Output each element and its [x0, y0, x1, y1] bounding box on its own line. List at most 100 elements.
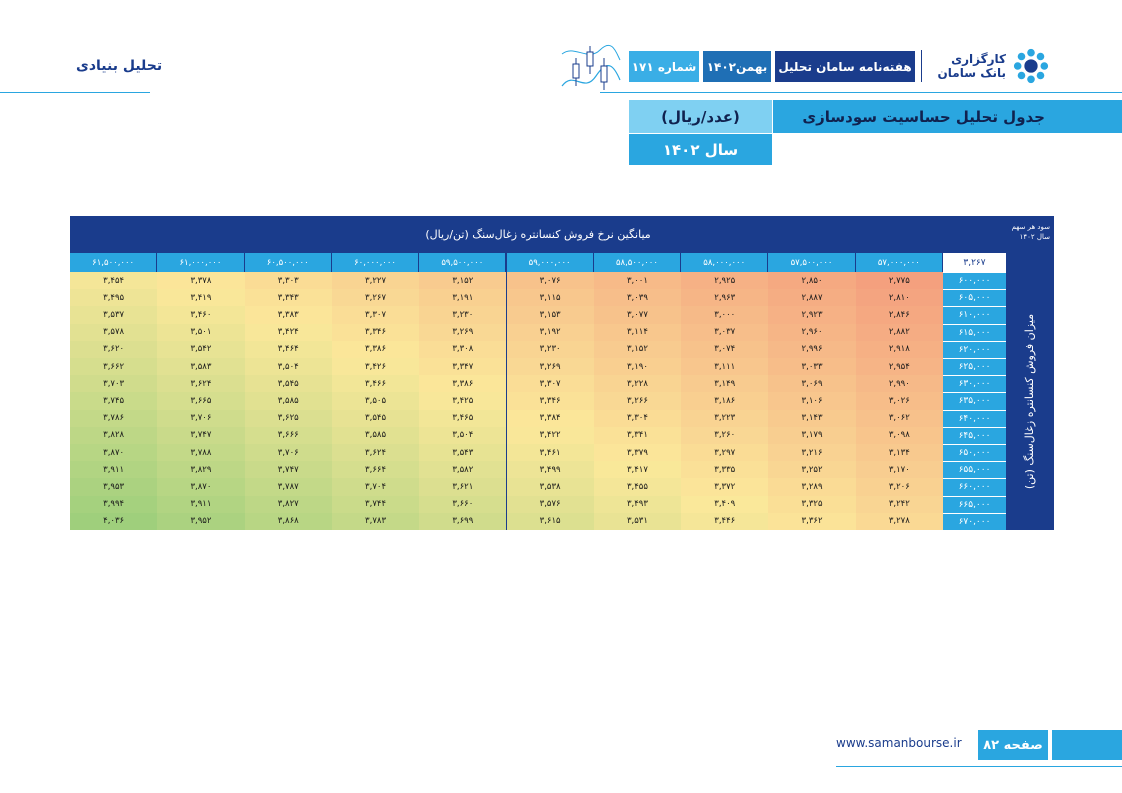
table-cell: ۳,۲۰۶	[855, 478, 943, 496]
table-corner: سود هر سهم سال ۱۴۰۲	[1006, 216, 1054, 252]
table-cell: ۳,۵۳۱	[593, 512, 682, 530]
table-cell: ۳,۷۸۶	[70, 409, 158, 427]
column-header: ۵۹,۵۰۰,۰۰۰	[419, 253, 506, 272]
column-axis-title: میانگین نرخ فروش کنسانتره زغال‌سنگ (تن/ر…	[425, 227, 651, 241]
table-cell: ۳,۱۱۱	[681, 358, 769, 376]
header-divider	[600, 92, 1122, 93]
table-cell: ۳,۶۶۶	[244, 426, 332, 444]
table-cell: ۳,۰۲۶	[855, 392, 943, 410]
table-cell: ۲,۸۴۶	[855, 306, 943, 324]
table-cell: ۳,۰۳۷	[681, 323, 769, 341]
section-label: تحلیل بنیادی	[76, 58, 163, 74]
table-cell: ۳,۲۴۲	[855, 495, 943, 513]
table-cell: ۳,۶۲۴	[331, 444, 420, 462]
table-cell: ۳,۳۴۷	[419, 358, 507, 376]
table-cell: ۲,۹۹۶	[768, 340, 856, 358]
table-cell: ۳,۱۸۶	[681, 392, 769, 410]
brand-separator	[921, 50, 922, 82]
table-cell: ۳,۰۷۶	[506, 272, 594, 290]
table-cell: ۳,۲۶۶	[593, 392, 682, 410]
corner-line-2: سال ۱۴۰۲	[1019, 233, 1050, 241]
table-cell: ۳,۱۷۰	[855, 461, 943, 479]
table-cell: ۳,۸۲۷	[244, 495, 332, 513]
table-cell: ۴,۰۳۶	[70, 512, 158, 530]
publication-month: بهمن۱۴۰۲	[703, 51, 771, 82]
brand-line-2: بانک سامان	[937, 66, 1006, 80]
section-divider	[0, 92, 150, 93]
table-cell: ۳,۱۳۴	[855, 444, 943, 462]
table-cell: ۳,۲۲۷	[331, 272, 420, 290]
table-cell: ۳,۷۸۸	[157, 444, 245, 462]
table-cell: ۲,۹۲۵	[681, 272, 769, 290]
column-header: ۶۰,۵۰۰,۰۰۰	[244, 253, 331, 272]
table-cell: ۳,۳۷۸	[157, 272, 245, 290]
table-cell: ۳,۴۹۵	[70, 289, 158, 307]
table-cell: ۳,۵۴۲	[157, 340, 245, 358]
table-cell: ۳,۴۲۵	[419, 392, 507, 410]
table-cell: ۳,۶۲۵	[244, 409, 332, 427]
table-cell: ۲,۹۲۳	[768, 306, 856, 324]
row-header: ۶۳۰,۰۰۰	[943, 375, 1006, 393]
table-cell: ۳,۲۶۹	[506, 358, 594, 376]
table-cell: ۳,۶۲۴	[157, 375, 245, 393]
row-header: ۶۳۵,۰۰۰	[943, 392, 1006, 410]
table-cell: ۳,۳۴۶	[331, 323, 420, 341]
table-cell: ۳,۶۱۵	[506, 512, 594, 530]
table-cell: ۳,۰۳۹	[593, 289, 682, 307]
row-axis-title: میزان فروش کنسانتره زغال‌سنگ (تن)	[1023, 313, 1037, 489]
column-header: ۵۷,۵۰۰,۰۰۰	[768, 253, 855, 272]
website-link[interactable]: www.samanbourse.ir	[836, 736, 962, 750]
table-cell: ۲,۹۵۴	[855, 358, 943, 376]
table-cell: ۲,۸۸۷	[768, 289, 856, 307]
table-cell: ۳,۸۲۹	[157, 461, 245, 479]
table-cell: ۳,۱۰۶	[768, 392, 856, 410]
table-cell: ۳,۴۵۴	[70, 272, 158, 290]
table-cell: ۳,۵۸۲	[419, 461, 507, 479]
table-cell: ۳,۳۴۶	[506, 392, 594, 410]
table-cell: ۳,۲۲۳	[681, 409, 769, 427]
table-cell: ۳,۶۶۵	[157, 392, 245, 410]
table-cell: ۳,۵۷۶	[506, 495, 594, 513]
table-cell: ۳,۴۱۷	[593, 461, 682, 479]
table-cell: ۳,۴۶۶	[331, 375, 420, 393]
table-cell: ۳,۲۲۸	[593, 375, 682, 393]
table-cell: ۳,۲۶۹	[419, 323, 507, 341]
footer-divider	[836, 766, 1122, 767]
table-cell: ۳,۵۸۵	[331, 426, 420, 444]
table-cell: ۲,۸۸۲	[855, 323, 943, 341]
row-header: ۶۵۰,۰۰۰	[943, 444, 1006, 462]
table-cell: ۳,۸۶۸	[244, 512, 332, 530]
table-cell: ۳,۵۴۳	[419, 444, 507, 462]
table-cell: ۳,۴۱۹	[157, 289, 245, 307]
table-cell: ۳,۵۳۷	[70, 306, 158, 324]
table-cell: ۳,۳۶۲	[768, 512, 856, 530]
table-cell: ۳,۱۵۲	[419, 272, 507, 290]
table-cell: ۳,۳۰۴	[593, 409, 682, 427]
table-cell: ۳,۵۴۵	[244, 375, 332, 393]
table-cell: ۳,۵۷۸	[70, 323, 158, 341]
table-cell: ۳,۸۷۰	[70, 444, 158, 462]
column-header: ۶۰,۰۰۰,۰۰۰	[331, 253, 419, 272]
table-cell: ۳,۵۰۱	[157, 323, 245, 341]
table-cell: ۳,۷۰۶	[157, 409, 245, 427]
table-cell: ۳,۷۴۷	[244, 461, 332, 479]
table-cell: ۳,۱۴۳	[768, 409, 856, 427]
table-cell: ۳,۶۶۴	[331, 461, 420, 479]
row-header: ۶۱۵,۰۰۰	[943, 323, 1006, 341]
table-cell: ۳,۳۰۷	[506, 375, 594, 393]
table-cell: ۳,۲۷۸	[855, 512, 943, 530]
table-cell: ۳,۸۷۰	[157, 478, 245, 496]
table-cell: ۳,۵۸۳	[157, 358, 245, 376]
column-header: ۵۹,۰۰۰,۰۰۰	[506, 253, 593, 272]
table-cell: ۳,۰۶۹	[768, 375, 856, 393]
table-cell: ۳,۵۴۵	[331, 409, 420, 427]
table-cell: ۳,۳۸۶	[419, 375, 507, 393]
table-cell: ۳,۰۳۳	[768, 358, 856, 376]
page-number: صفحه ۸۲	[978, 730, 1048, 760]
table-cell: ۳,۲۸۹	[768, 478, 856, 496]
column-header: ۵۸,۵۰۰,۰۰۰	[593, 253, 681, 272]
table-cell: ۳,۷۴۵	[70, 392, 158, 410]
table-cell: ۳,۷۴۴	[331, 495, 420, 513]
table-cell: ۳,۹۱۱	[70, 461, 158, 479]
table-cell: ۳,۱۱۵	[506, 289, 594, 307]
